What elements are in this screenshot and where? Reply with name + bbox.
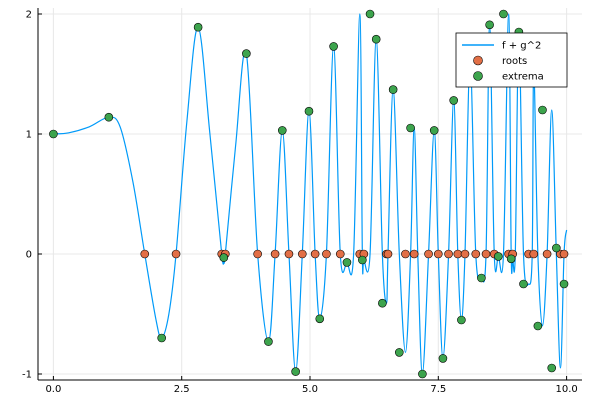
root-point: [298, 249, 307, 259]
extremum-point: [342, 258, 352, 267]
extremum-point: [388, 85, 398, 94]
extremum-point: [552, 243, 561, 253]
root-point: [434, 249, 443, 259]
x-tick-label: 10.0: [555, 384, 577, 395]
extremum-point: [477, 273, 486, 283]
root-point: [529, 249, 539, 259]
root-point: [335, 249, 345, 259]
extremum-point: [315, 314, 325, 324]
extremum-point: [533, 321, 543, 331]
y-tick-label: 0: [26, 250, 32, 261]
legend-swatch-marker: [473, 71, 483, 81]
root-point: [409, 249, 419, 259]
extremum-point: [49, 129, 58, 139]
root-point: [310, 249, 320, 259]
root-point: [542, 249, 552, 259]
extremum-point: [157, 333, 166, 343]
extremum-point: [304, 106, 314, 116]
extremum-point: [277, 126, 287, 135]
extremum-point: [291, 367, 300, 376]
root-point: [559, 249, 569, 259]
extremum-point: [406, 123, 415, 133]
root-point: [284, 249, 294, 259]
extremum-point: [329, 42, 338, 51]
root-point: [471, 249, 481, 259]
extremum-point: [538, 105, 547, 115]
y-tick-label: -1: [22, 370, 32, 381]
x-tick-label: 7.5: [430, 384, 446, 395]
extremum-point: [219, 253, 229, 262]
legend-swatch-marker: [473, 55, 483, 66]
root-point: [424, 249, 433, 259]
extremum-point: [378, 298, 387, 308]
extremum-point: [242, 49, 251, 58]
extremum-point: [499, 9, 508, 19]
legend: f + g^2 roots extrema: [455, 32, 568, 88]
root-point: [171, 249, 181, 259]
extremum-point: [394, 348, 404, 357]
extremum-point: [547, 363, 557, 373]
extremum-point: [449, 96, 458, 105]
extremum-point: [429, 126, 439, 135]
plot-series: [49, 9, 569, 379]
extremum-point: [358, 255, 367, 265]
series-line-f-plus-g2: [53, 13, 568, 375]
extremum-point: [506, 254, 516, 264]
extremum-point: [438, 354, 448, 363]
extremum-point: [418, 369, 427, 379]
x-tick-label: 5.0: [302, 384, 318, 395]
y-tick-label: 2: [26, 10, 32, 21]
x-tick-label: 0.0: [45, 384, 61, 395]
root-point: [253, 249, 262, 259]
legend-label: roots: [502, 56, 527, 67]
extremum-point: [559, 279, 569, 289]
root-point: [453, 249, 463, 259]
root-point: [444, 249, 453, 259]
legend-label: f + g^2: [502, 41, 541, 52]
extremum-point: [457, 315, 466, 325]
extremum-point: [494, 252, 503, 261]
legend-label: extrema: [502, 72, 544, 83]
axes: [37, 8, 582, 381]
root-point: [401, 249, 410, 259]
root-point: [322, 249, 331, 259]
extremum-point: [485, 20, 494, 30]
root-point: [481, 249, 491, 259]
root-point: [460, 249, 470, 259]
extremum-point: [371, 34, 381, 44]
x-tick-label: 2.5: [174, 384, 190, 395]
tick-labels: 0.0 2.5 5.0 7.5 10.0 -1 0 1 2: [22, 10, 578, 396]
root-point: [270, 249, 280, 259]
extremum-point: [193, 22, 203, 32]
root-point: [140, 249, 150, 259]
root-point: [383, 249, 393, 259]
extremum-point: [365, 9, 375, 19]
extremum-point: [519, 279, 528, 289]
y-tick-label: 1: [26, 130, 32, 141]
extremum-point: [264, 337, 273, 346]
extremum-point: [104, 112, 114, 122]
